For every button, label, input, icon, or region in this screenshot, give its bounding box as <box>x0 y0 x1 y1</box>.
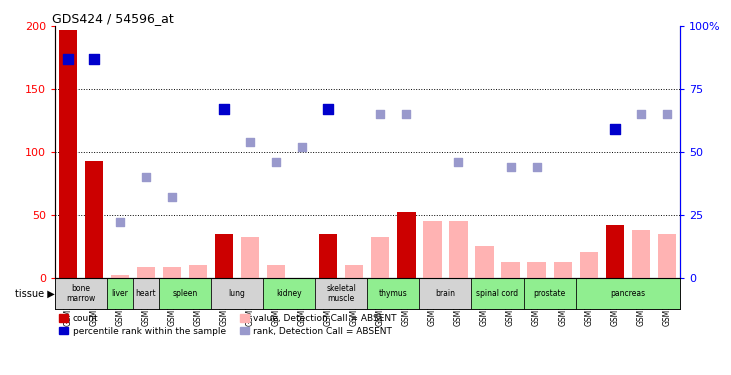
Bar <box>315 278 367 309</box>
Bar <box>58 30 77 278</box>
Bar <box>658 234 676 278</box>
Bar <box>211 278 263 309</box>
Text: heart: heart <box>136 289 156 298</box>
Bar <box>580 252 598 278</box>
Point <box>88 56 99 62</box>
Bar <box>215 234 233 278</box>
Point <box>62 56 74 62</box>
Bar <box>450 221 468 278</box>
Point <box>635 111 647 117</box>
Text: pancreas: pancreas <box>610 289 645 298</box>
Bar <box>345 265 363 278</box>
Text: prostate: prostate <box>534 289 566 298</box>
Text: bone
marrow: bone marrow <box>67 284 96 303</box>
Point <box>504 164 516 170</box>
Bar <box>163 267 181 278</box>
Text: spinal cord: spinal cord <box>477 289 518 298</box>
Bar <box>501 262 520 278</box>
Text: liver: liver <box>112 289 129 298</box>
Bar <box>528 262 546 278</box>
Bar <box>553 262 572 278</box>
Bar <box>189 265 207 278</box>
Bar <box>420 278 471 309</box>
Bar <box>397 212 415 278</box>
Point <box>166 194 178 200</box>
Bar <box>471 278 523 309</box>
Point <box>296 144 308 150</box>
Point <box>322 106 334 112</box>
Bar <box>159 278 211 309</box>
Bar <box>475 246 493 278</box>
Text: lung: lung <box>229 289 246 298</box>
Point <box>374 111 386 117</box>
Point <box>661 111 673 117</box>
Point <box>114 219 126 225</box>
Point <box>452 159 464 165</box>
Bar <box>523 278 575 309</box>
Bar <box>111 275 129 278</box>
Bar <box>367 278 420 309</box>
Text: kidney: kidney <box>276 289 302 298</box>
Text: skeletal
muscle: skeletal muscle <box>326 284 356 303</box>
Bar <box>133 278 159 309</box>
Legend: count, percentile rank within the sample, value, Detection Call = ABSENT, rank, : count, percentile rank within the sample… <box>59 314 397 336</box>
Text: GDS424 / 54596_at: GDS424 / 54596_at <box>52 12 173 25</box>
Bar <box>85 160 103 278</box>
Bar <box>575 278 680 309</box>
Point <box>270 159 282 165</box>
Point <box>219 106 230 112</box>
Point <box>609 126 621 132</box>
Bar <box>371 237 390 278</box>
Bar <box>319 234 338 278</box>
Bar <box>267 265 285 278</box>
Point <box>531 164 542 170</box>
Text: spleen: spleen <box>173 289 197 298</box>
Bar <box>107 278 133 309</box>
Point <box>401 111 412 117</box>
Bar <box>55 278 107 309</box>
Point <box>140 174 152 180</box>
Text: brain: brain <box>436 289 455 298</box>
Bar <box>605 225 624 278</box>
Bar <box>137 267 155 278</box>
Bar <box>632 230 650 278</box>
Bar <box>263 278 315 309</box>
Text: tissue ▶: tissue ▶ <box>15 288 55 298</box>
Point <box>244 139 256 145</box>
Bar <box>241 237 260 278</box>
Bar <box>423 221 442 278</box>
Text: thymus: thymus <box>379 289 408 298</box>
